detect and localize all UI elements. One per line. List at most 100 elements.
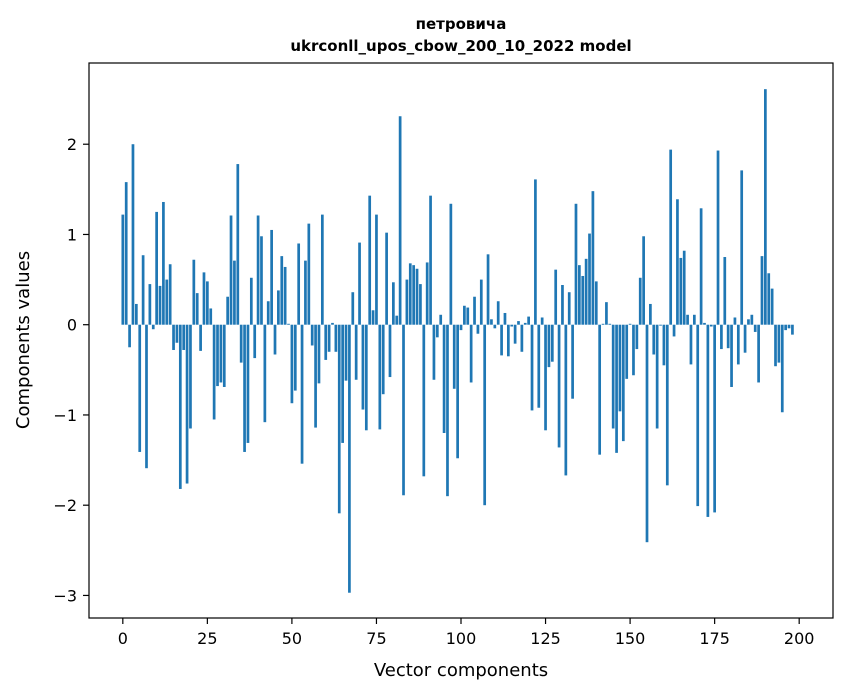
bar-40: [256, 215, 260, 325]
bar-83: [402, 324, 405, 496]
bar-4: [134, 303, 138, 325]
bar-170: [696, 324, 700, 507]
bar-166: [682, 250, 686, 325]
bar-10: [155, 211, 158, 325]
bar-135: [578, 265, 581, 325]
bar-9: [151, 324, 155, 330]
bar-178: [723, 257, 727, 325]
bar-23: [199, 324, 202, 351]
bar-101: [463, 305, 466, 325]
bar-51: [293, 324, 297, 391]
bar-196: [784, 324, 788, 331]
bar-154: [642, 236, 645, 325]
bar-105: [476, 324, 480, 334]
bar-7: [145, 324, 148, 469]
bar-121: [530, 324, 534, 411]
bar-37: [246, 324, 250, 443]
bar-138: [588, 233, 591, 325]
bar-164: [676, 199, 679, 325]
bar-193: [774, 324, 777, 367]
bar-22: [195, 293, 199, 325]
bar-189: [760, 256, 764, 325]
bar-76: [378, 324, 382, 430]
bar-107: [483, 324, 487, 506]
bar-71: [361, 324, 365, 410]
x-tick-label: 175: [699, 629, 730, 648]
x-tick-label: 150: [615, 629, 646, 648]
bar-176: [716, 150, 720, 325]
bar-73: [368, 195, 372, 325]
bar-19: [185, 324, 189, 484]
bar-185: [747, 319, 750, 325]
bar-141: [598, 324, 602, 455]
x-tick-label: 100: [446, 629, 477, 648]
bar-15: [172, 324, 175, 350]
y-axis-ticks: −3 −2 −1 0 1 2: [53, 135, 89, 605]
chart-title: петровича: [416, 15, 507, 33]
y-tick-label: 0: [67, 316, 77, 335]
bar-61: [327, 324, 331, 352]
bar-147: [618, 324, 622, 412]
bar-41: [260, 236, 263, 325]
bar-195: [780, 324, 784, 413]
bar-77: [381, 324, 385, 395]
bar-127: [550, 324, 554, 362]
bar-85: [408, 263, 412, 325]
bar-43: [266, 301, 270, 325]
bar-96: [446, 324, 449, 497]
bar-14: [168, 264, 172, 325]
bar-54: [304, 260, 307, 325]
y-tick-label: −2: [53, 496, 77, 515]
bar-151: [632, 324, 635, 376]
bar-163: [672, 324, 676, 337]
bar-108: [486, 254, 490, 325]
bar-131: [564, 324, 568, 476]
bar-188: [757, 324, 760, 383]
bar-140: [594, 281, 598, 325]
chart-subtitle: ukrconll_upos_cbow_200_10_2022 model: [290, 37, 631, 55]
bar-64: [337, 324, 341, 514]
bar-84: [405, 279, 409, 325]
bar-33: [233, 260, 236, 325]
bar-149: [625, 324, 629, 379]
bar-11: [158, 285, 162, 325]
bar-175: [713, 324, 716, 513]
bar-78: [385, 232, 388, 325]
bar-18: [182, 324, 186, 350]
x-tick-label: 125: [530, 629, 561, 648]
bar-183: [740, 170, 744, 325]
y-tick-label: 2: [67, 135, 77, 154]
bar-50: [290, 324, 294, 404]
bar-104: [473, 296, 476, 325]
bar-17: [178, 324, 182, 489]
bar-148: [621, 324, 625, 442]
bar-112: [500, 324, 503, 356]
bar-89: [422, 324, 426, 477]
bar-125: [544, 324, 547, 431]
x-tick-label: 200: [784, 629, 815, 648]
bar-95: [442, 324, 446, 433]
bar-116: [513, 324, 517, 344]
bar-16: [175, 324, 179, 343]
bar-42: [263, 324, 267, 423]
bar-93: [435, 324, 439, 338]
bar-194: [777, 324, 781, 363]
bar-98: [452, 324, 456, 389]
bar-160: [662, 324, 666, 366]
bar-92: [432, 324, 436, 380]
bar-13: [165, 279, 169, 325]
y-tick-label: −3: [53, 586, 77, 605]
bar-34: [236, 164, 240, 325]
bar-156: [649, 303, 652, 325]
bar-111: [496, 301, 500, 325]
bar-36: [243, 324, 246, 452]
bar-179: [726, 324, 730, 349]
bar-59: [320, 214, 324, 325]
bar-8: [148, 284, 152, 325]
bar-30: [222, 324, 226, 387]
bar-115: [510, 324, 514, 327]
bar-91: [429, 195, 432, 325]
bar-90: [425, 262, 429, 325]
bar-94: [439, 314, 443, 325]
bar-181: [733, 317, 737, 325]
